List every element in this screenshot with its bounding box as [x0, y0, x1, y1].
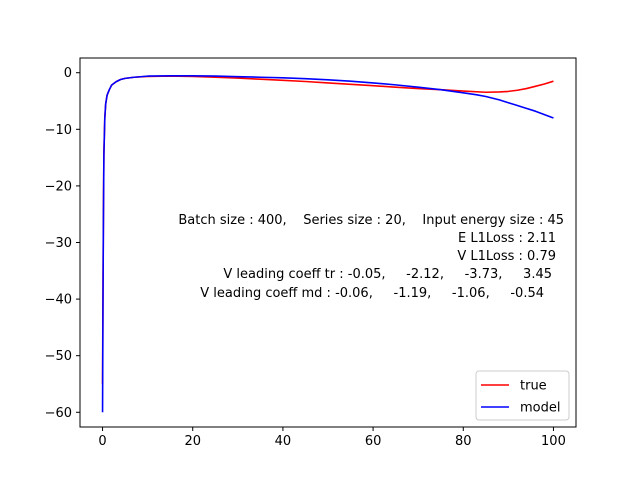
y-tick-label: −50 — [45, 349, 72, 364]
annotation-line: V leading coeff tr : -0.05, -2.12, -3.73… — [223, 267, 552, 282]
legend-label-true: true — [520, 379, 547, 394]
x-axis-ticks: 0 20 40 60 80 100 — [98, 427, 566, 449]
plot-lines — [101, 75, 554, 413]
annotation-line: Batch size : 400, Series size : 20, Inpu… — [178, 213, 564, 228]
legend: true model — [475, 370, 570, 421]
series-line-model — [101, 75, 554, 413]
y-tick-label: −20 — [45, 179, 72, 194]
legend-label-model: model — [520, 401, 560, 416]
y-tick-label: −30 — [45, 236, 72, 251]
y-tick-label: −40 — [45, 293, 72, 308]
plot-frame — [79, 57, 577, 428]
x-tick-label: 100 — [541, 434, 566, 449]
y-tick-label: −10 — [45, 123, 72, 138]
y-tick-label: −60 — [45, 406, 72, 421]
annotation-line: E L1Loss : 2.11 — [458, 231, 556, 246]
annotation-line: V leading coeff md : -0.06, -1.19, -1.06… — [200, 286, 544, 301]
y-axis-ticks: 0 −10 −20 −30 −40 −50 −60 — [45, 66, 80, 421]
annotation-line: V L1Loss : 0.79 — [457, 249, 556, 264]
x-tick-label: 80 — [455, 434, 472, 449]
x-tick-label: 0 — [98, 434, 106, 449]
annotation-block: Batch size : 400, Series size : 20, Inpu… — [178, 213, 564, 301]
x-tick-label: 60 — [365, 434, 382, 449]
x-tick-label: 40 — [275, 434, 292, 449]
y-tick-label: 0 — [64, 66, 72, 81]
x-tick-label: 20 — [184, 434, 201, 449]
